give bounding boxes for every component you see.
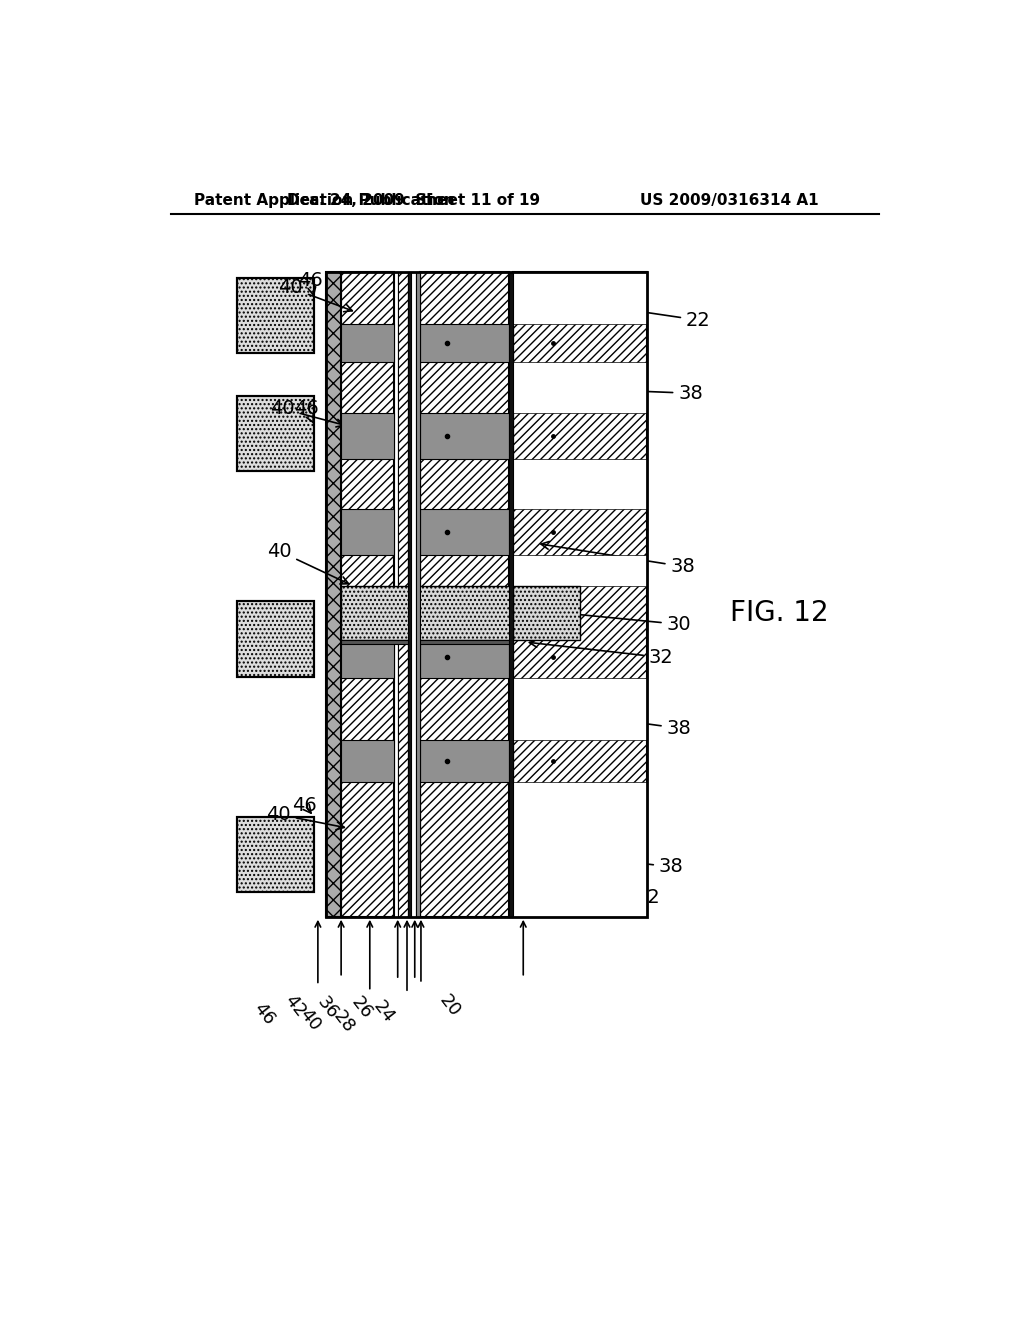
Text: 46: 46 <box>250 999 278 1028</box>
Bar <box>513 586 581 640</box>
Text: 46: 46 <box>298 271 323 296</box>
Text: 38: 38 <box>541 706 691 738</box>
Bar <box>513 363 647 412</box>
Bar <box>237 277 314 354</box>
Text: FIG. 12: FIG. 12 <box>730 599 828 627</box>
Text: 40: 40 <box>296 1006 325 1035</box>
Bar <box>341 640 513 644</box>
Bar <box>513 781 647 917</box>
Bar <box>416 272 420 917</box>
Text: 26: 26 <box>348 994 376 1023</box>
Bar <box>341 739 394 781</box>
Bar <box>408 272 411 917</box>
Bar <box>237 601 314 677</box>
Text: 42: 42 <box>281 991 309 1020</box>
Bar <box>237 396 314 471</box>
Text: 38: 38 <box>541 384 703 403</box>
Bar <box>513 459 647 508</box>
Bar <box>420 636 509 678</box>
Text: 22: 22 <box>598 302 711 330</box>
Bar <box>420 323 509 363</box>
Bar <box>237 396 314 471</box>
Text: 20: 20 <box>435 991 464 1020</box>
Bar <box>326 272 341 917</box>
Bar <box>513 678 647 739</box>
Bar <box>411 272 416 917</box>
Text: 32: 32 <box>529 639 674 667</box>
Text: 38: 38 <box>541 849 684 876</box>
Text: 46: 46 <box>292 796 317 814</box>
Text: Dec. 24, 2009  Sheet 11 of 19: Dec. 24, 2009 Sheet 11 of 19 <box>287 193 540 209</box>
Bar <box>416 272 420 917</box>
Bar <box>394 272 398 917</box>
Text: 38: 38 <box>541 541 695 576</box>
Text: 30: 30 <box>564 610 691 634</box>
Text: 22: 22 <box>585 882 660 907</box>
Text: 40: 40 <box>270 399 344 426</box>
Bar <box>341 272 394 917</box>
Bar <box>420 272 509 917</box>
Bar <box>513 554 647 586</box>
Text: 46: 46 <box>294 399 318 424</box>
Text: 24: 24 <box>370 998 398 1027</box>
Bar <box>420 508 509 554</box>
Bar <box>513 272 647 917</box>
Bar <box>509 272 513 917</box>
Bar <box>509 272 513 917</box>
Bar <box>237 601 314 677</box>
Bar <box>237 277 314 354</box>
Bar <box>420 412 509 459</box>
Bar <box>398 272 408 917</box>
Bar <box>341 636 394 678</box>
Bar <box>341 508 394 554</box>
Bar <box>408 272 411 917</box>
Text: US 2009/0316314 A1: US 2009/0316314 A1 <box>640 193 818 209</box>
Text: 28: 28 <box>330 1007 357 1036</box>
Bar <box>237 817 314 892</box>
Bar <box>341 412 394 459</box>
Bar <box>341 323 394 363</box>
Bar <box>341 586 513 640</box>
Bar <box>326 272 647 917</box>
Bar <box>513 272 647 323</box>
Text: 40: 40 <box>267 541 348 583</box>
Text: 40: 40 <box>266 805 344 830</box>
Bar <box>411 272 416 917</box>
Text: Patent Application Publication: Patent Application Publication <box>194 193 455 209</box>
Text: 36: 36 <box>313 994 342 1023</box>
Text: 40: 40 <box>279 279 352 312</box>
Bar <box>420 739 509 781</box>
Bar <box>237 817 314 892</box>
